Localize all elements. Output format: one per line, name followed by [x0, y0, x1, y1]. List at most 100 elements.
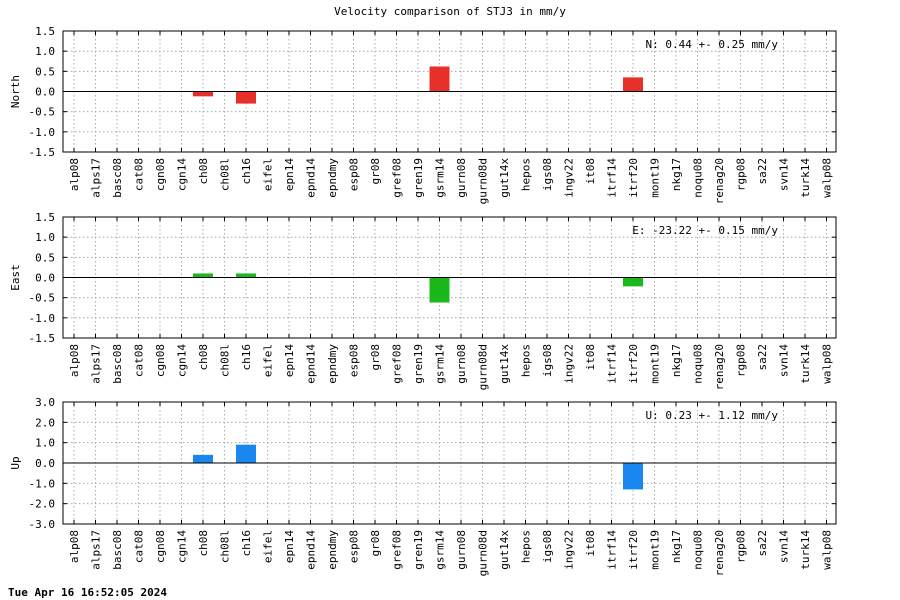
x-tick-label: epn14	[283, 530, 296, 563]
x-tick-label: gren19	[412, 530, 425, 570]
x-tick-label: alp08	[68, 530, 81, 563]
x-tick-label: it08	[584, 344, 597, 371]
x-tick-label: hepos	[520, 530, 533, 563]
x-tick-label: gsrm14	[434, 344, 447, 384]
x-tick-label: ch08l	[219, 158, 232, 191]
plot-frame	[62, 216, 837, 339]
x-tick-label: igs08	[541, 344, 554, 377]
x-tick-label: gurn08d	[477, 344, 490, 390]
x-tick-label: epnd14	[305, 344, 318, 384]
x-tick-label: sa22	[756, 530, 769, 557]
x-tick-label: epndmy	[326, 158, 339, 198]
x-tick-label: epnd14	[305, 158, 318, 198]
x-tick-label: noqu08	[692, 158, 705, 198]
y-tick-label: -0.5	[29, 292, 56, 305]
x-tick-label: mont19	[649, 158, 662, 198]
y-tick-label: 1.0	[35, 231, 55, 244]
x-tick-label: walp08	[821, 158, 834, 198]
x-tick-label: itrf20	[627, 530, 640, 570]
x-tick-label: noqu08	[692, 344, 705, 384]
x-tick-label: ch08	[197, 158, 210, 185]
x-tick-label: nkg17	[670, 344, 683, 377]
x-tick-label: ch16	[240, 158, 253, 185]
y-tick-label: 0.0	[35, 272, 55, 285]
x-tick-label: alps17	[90, 158, 103, 198]
x-tick-label: ch16	[240, 530, 253, 557]
x-tick-label: esp08	[348, 344, 361, 377]
y-axis-label: East	[9, 264, 22, 291]
x-tick-label: gurn08	[455, 158, 468, 198]
x-tick-label: cgn14	[176, 344, 189, 377]
bar-ch16	[236, 91, 256, 104]
x-tick-label: alp08	[68, 344, 81, 377]
x-tick-label: itrf14	[606, 158, 619, 198]
bar-itrf20	[623, 77, 643, 92]
y-tick-label: 0.5	[35, 65, 55, 78]
y-tick-label: 1.5	[35, 211, 55, 224]
y-tick-label: 1.0	[35, 45, 55, 58]
bar-ch08	[193, 454, 213, 463]
x-tick-label: cgn14	[176, 158, 189, 191]
x-tick-label: alps17	[90, 344, 103, 384]
x-tick-label: gurn08	[455, 344, 468, 384]
x-tick-label: eifel	[262, 530, 275, 563]
x-tick-label: cgn08	[154, 158, 167, 191]
x-tick-label: basc08	[111, 158, 124, 198]
x-tick-label: gsrm14	[434, 158, 447, 198]
x-tick-label: igs08	[541, 530, 554, 563]
x-tick-label: rgp08	[735, 344, 748, 377]
y-tick-label: 0.0	[35, 457, 55, 470]
plot-frame	[62, 30, 837, 153]
velocity-annotation: U: 0.23 +- 1.12 mm/y	[646, 409, 779, 422]
x-tick-label: gref08	[391, 530, 404, 570]
y-tick-label: 2.0	[35, 416, 55, 429]
x-tick-label: epndmy	[326, 530, 339, 570]
x-tick-label: gref08	[391, 158, 404, 198]
x-tick-label: epndmy	[326, 344, 339, 384]
y-tick-label: -1.5	[29, 146, 56, 159]
x-tick-label: nkg17	[670, 530, 683, 563]
x-tick-label: gut14x	[498, 344, 511, 384]
x-tick-label: ch08	[197, 344, 210, 371]
y-axis-label: North	[9, 75, 22, 108]
x-tick-label: gurn08	[455, 530, 468, 570]
x-tick-label: cat08	[133, 344, 146, 377]
y-tick-label: -1.0	[29, 312, 56, 325]
x-tick-label: igs08	[541, 158, 554, 191]
bar-itrf20	[623, 463, 643, 490]
x-tick-label: turk14	[799, 158, 812, 198]
x-tick-label: gr08	[369, 530, 382, 557]
x-tick-label: mont19	[649, 530, 662, 570]
x-tick-label: gr08	[369, 344, 382, 371]
bar-ch16	[236, 444, 256, 463]
x-tick-label: cgn08	[154, 530, 167, 563]
y-tick-label: 1.5	[35, 25, 55, 38]
x-tick-label: ch08l	[219, 344, 232, 377]
chart-title: Velocity comparison of STJ3 in mm/y	[334, 5, 566, 18]
panel-up: 3.0 2.0 1.0 0.0 -1.0 -2.0 -3.0 alp08 alps17 basc0…	[9, 396, 837, 576]
x-tick-label: itrf14	[606, 344, 619, 384]
x-tick-label: ingv22	[563, 530, 576, 570]
y-tick-label: -1.5	[29, 332, 56, 345]
x-tick-label: gr08	[369, 158, 382, 185]
bar-gsrm14	[429, 277, 450, 303]
x-tick-label: nkg17	[670, 158, 683, 191]
y-tick-label: -1.0	[29, 126, 56, 139]
x-tick-label: cat08	[133, 158, 146, 191]
x-tick-label: it08	[584, 158, 597, 185]
y-tick-label: 3.0	[35, 396, 55, 409]
x-tick-label: alps17	[90, 530, 103, 570]
x-tick-label: epnd14	[305, 530, 318, 570]
y-tick-label: 0.5	[35, 251, 55, 264]
y-tick-label: -3.0	[29, 518, 56, 531]
x-tick-label: sa22	[756, 158, 769, 185]
x-tick-label: svn14	[778, 158, 791, 191]
x-tick-label: basc08	[111, 344, 124, 384]
x-tick-label: ingv22	[563, 158, 576, 198]
x-tick-label: gut14x	[498, 530, 511, 570]
panel-east: 1.5 1.0 0.5 0.0 -0.5 -1.0 -1.5 alp08 alps17 basc0…	[9, 211, 837, 390]
timestamp: Tue Apr 16 16:52:05 2024	[8, 586, 167, 599]
x-tick-label: eifel	[262, 344, 275, 377]
x-tick-label: turk14	[799, 344, 812, 384]
